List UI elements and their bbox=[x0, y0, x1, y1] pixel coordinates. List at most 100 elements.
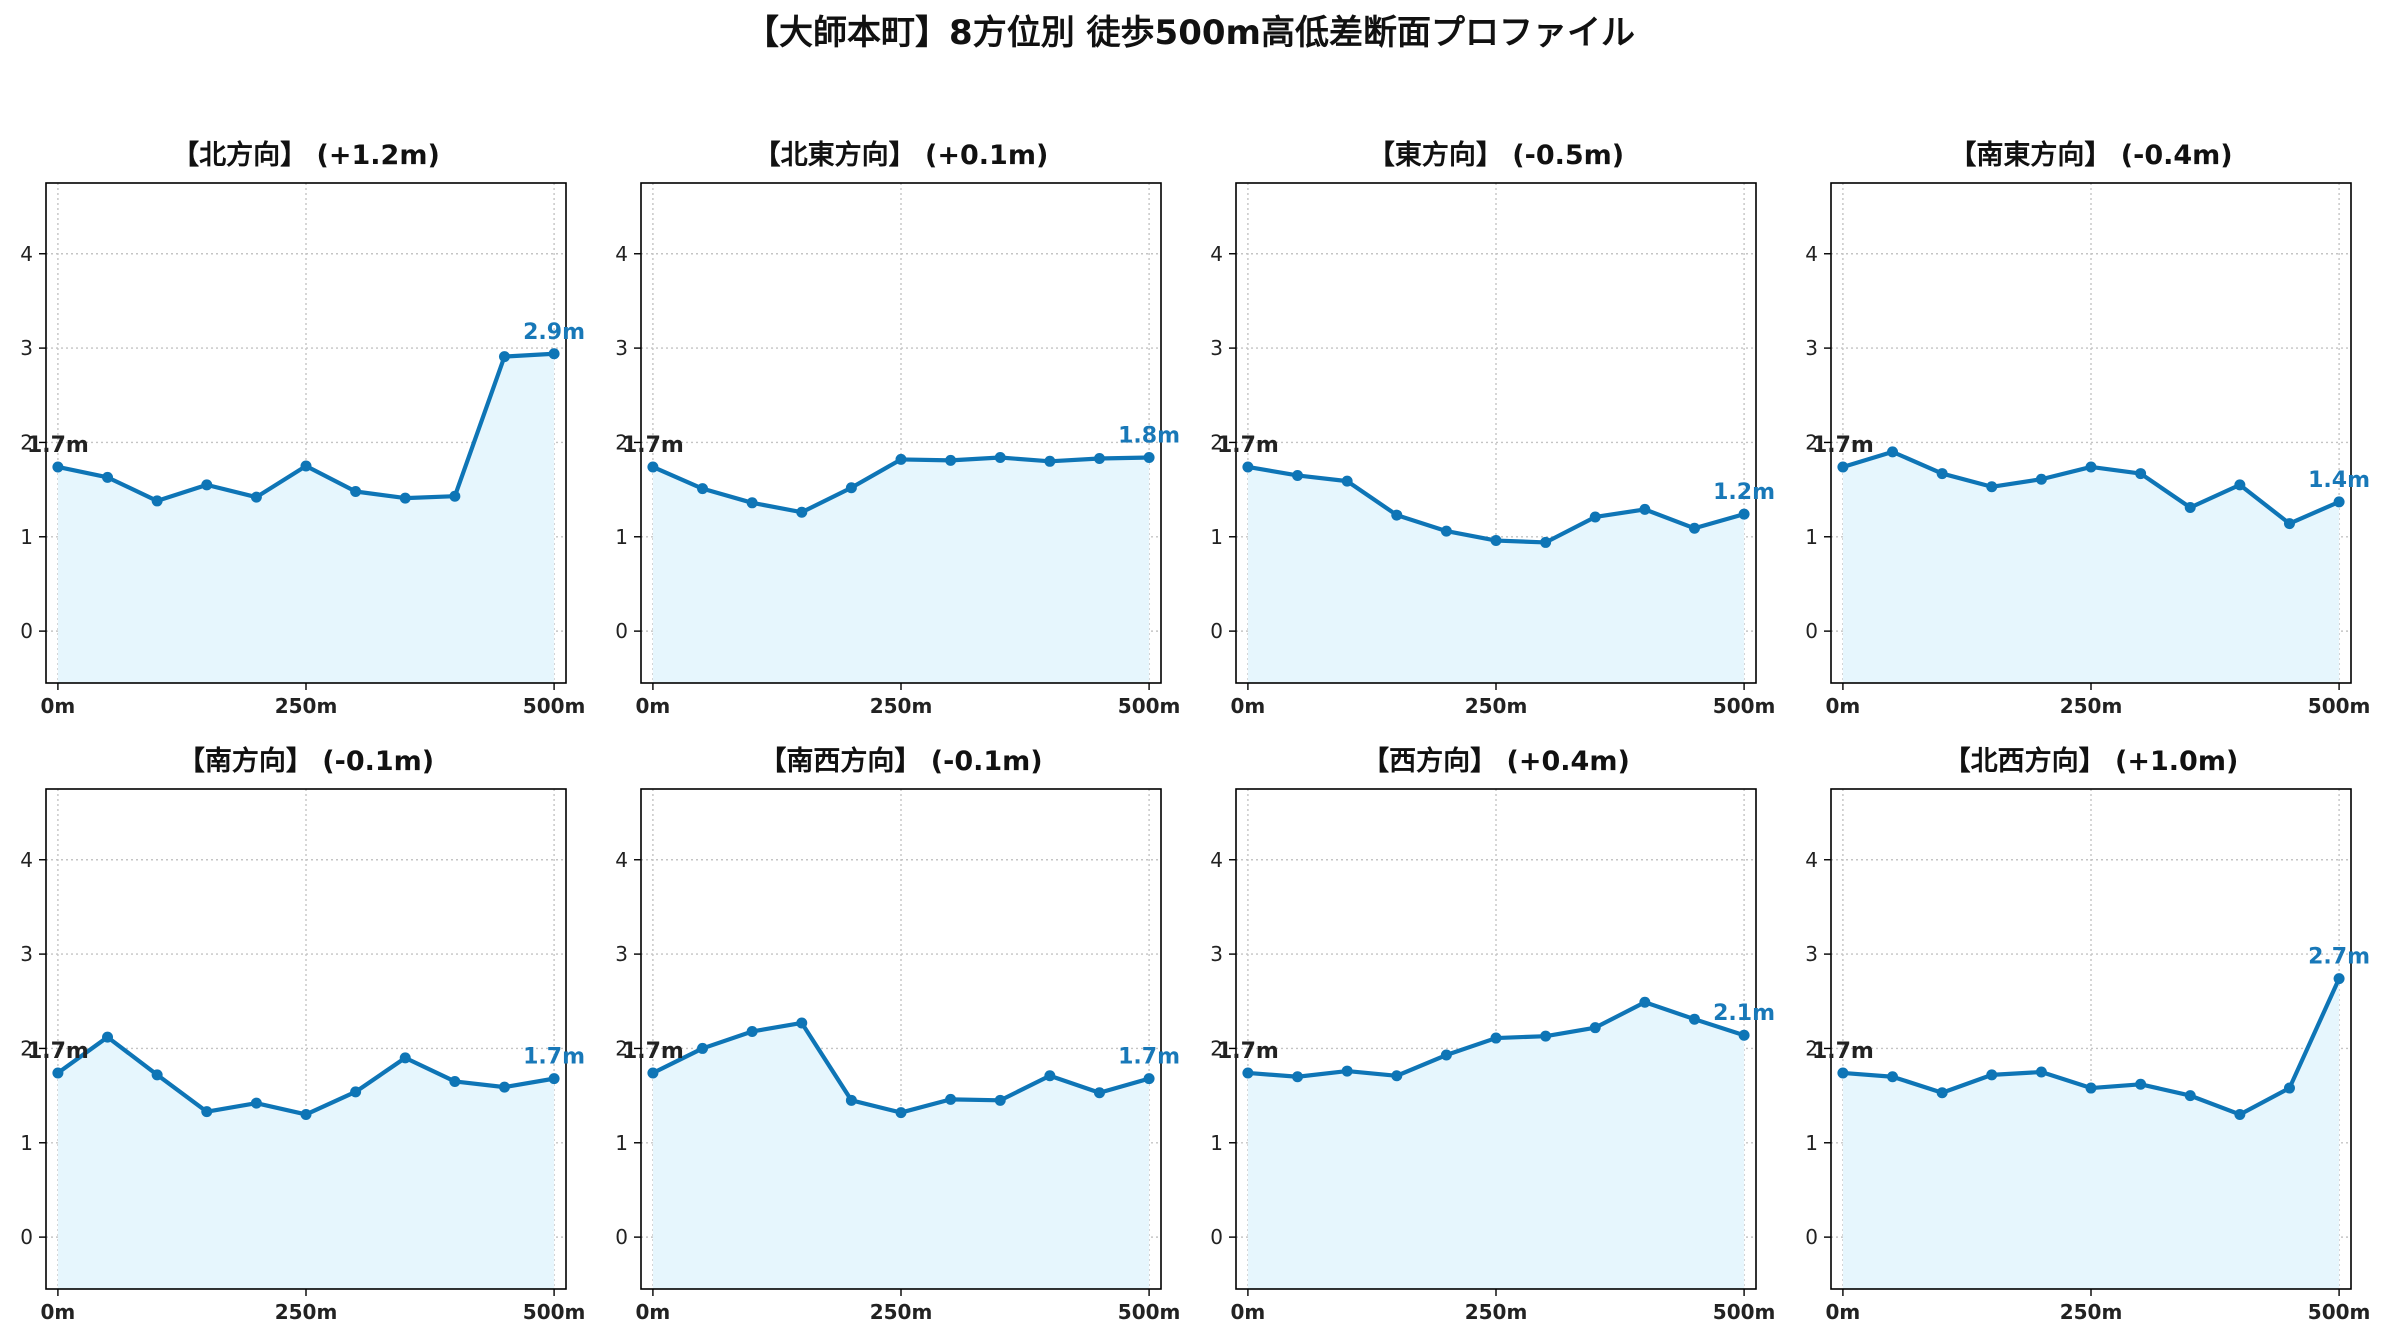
y-tick-label: 3 bbox=[1805, 336, 1818, 360]
y-tick-label: 4 bbox=[615, 848, 628, 872]
elevation-point bbox=[548, 1073, 560, 1085]
x-tick-label: 500m bbox=[2308, 1300, 2371, 1324]
elevation-point bbox=[2135, 468, 2147, 480]
elevation-point bbox=[945, 454, 957, 466]
y-tick-label: 0 bbox=[1210, 1225, 1223, 1249]
elevation-point bbox=[845, 482, 857, 494]
x-tick-label: 500m bbox=[1118, 694, 1181, 718]
elevation-point bbox=[2283, 1082, 2295, 1094]
elevation-point bbox=[2283, 518, 2295, 530]
elevation-point bbox=[1986, 481, 1998, 493]
end-value-label: 1.4m bbox=[2308, 468, 2370, 493]
elevation-point bbox=[1440, 1049, 1452, 1061]
panel-title: 【西方向】 (+0.4m) bbox=[1362, 745, 1630, 777]
elevation-point bbox=[250, 491, 262, 503]
end-value-label: 2.1m bbox=[1713, 1001, 1775, 1026]
elevation-point bbox=[548, 348, 560, 360]
y-tick-label: 4 bbox=[20, 848, 33, 872]
x-tick-label: 250m bbox=[1465, 694, 1528, 718]
elevation-point bbox=[1093, 452, 1105, 464]
elevation-point bbox=[1837, 1067, 1849, 1079]
y-tick-label: 3 bbox=[20, 942, 33, 966]
elevation-point bbox=[2184, 1090, 2196, 1102]
elevation-point bbox=[1044, 455, 1056, 467]
elevation-point bbox=[1341, 475, 1353, 487]
y-tick-label: 1 bbox=[1805, 525, 1818, 549]
x-tick-label: 250m bbox=[275, 694, 338, 718]
elevation-point bbox=[2333, 973, 2345, 985]
start-value-label: 1.7m bbox=[622, 1039, 684, 1064]
end-value-label: 2.9m bbox=[523, 320, 585, 345]
x-tick-label: 250m bbox=[870, 694, 933, 718]
panels: 【北方向】 (+1.2m) 0 1 2 3 4 0m 250m 500m 1.7m 2.9m 【北東方… bbox=[20, 139, 2370, 1324]
elevation-point bbox=[1887, 446, 1899, 458]
elevation-point bbox=[1391, 509, 1403, 521]
elevation-point bbox=[1490, 1032, 1502, 1044]
elevation-point bbox=[1242, 461, 1254, 473]
y-tick-label: 2 bbox=[1210, 1036, 1223, 1060]
end-value-label: 1.8m bbox=[1118, 424, 1180, 449]
panel-title: 【北東方向】 (+0.1m) bbox=[754, 139, 1049, 171]
y-tick-label: 1 bbox=[1805, 1131, 1818, 1155]
elevation-point bbox=[300, 460, 312, 472]
x-tick-label: 250m bbox=[2060, 1300, 2123, 1324]
y-tick-label: 3 bbox=[1805, 942, 1818, 966]
elevation-point bbox=[845, 1094, 857, 1106]
y-tick-label: 1 bbox=[20, 525, 33, 549]
elevation-point bbox=[102, 471, 114, 483]
y-tick-label: 2 bbox=[1805, 430, 1818, 454]
panel-title: 【北方向】 (+1.2m) bbox=[172, 139, 440, 171]
panel-title: 【北西方向】 (+1.0m) bbox=[1944, 745, 2239, 777]
elevation-point bbox=[350, 1086, 362, 1098]
panel-5: 【南西方向】 (-0.1m) 0 1 2 3 4 0m 250m 500m 1.7m 1.7m bbox=[615, 745, 1180, 1324]
elevation-point bbox=[1936, 1087, 1948, 1099]
elevation-point bbox=[1490, 535, 1502, 547]
y-tick-label: 0 bbox=[20, 619, 33, 643]
y-tick-label: 2 bbox=[20, 430, 33, 454]
y-tick-label: 2 bbox=[1805, 1036, 1818, 1060]
elevation-point bbox=[2135, 1078, 2147, 1090]
y-tick-label: 4 bbox=[20, 242, 33, 266]
elevation-point bbox=[1688, 522, 1700, 534]
y-tick-label: 4 bbox=[1805, 848, 1818, 872]
end-value-label: 2.7m bbox=[2308, 945, 2370, 970]
y-tick-label: 2 bbox=[20, 1036, 33, 1060]
elevation-point bbox=[2035, 473, 2047, 485]
panel-title: 【東方向】 (-0.5m) bbox=[1368, 139, 1624, 171]
elevation-area bbox=[57, 353, 555, 683]
elevation-point bbox=[151, 495, 163, 507]
elevation-point bbox=[449, 1075, 461, 1087]
x-tick-label: 250m bbox=[1465, 1300, 1528, 1324]
y-tick-label: 0 bbox=[1805, 619, 1818, 643]
elevation-point bbox=[250, 1097, 262, 1109]
elevation-point bbox=[1143, 1073, 1155, 1085]
elevation-point bbox=[151, 1069, 163, 1081]
elevation-area bbox=[1247, 466, 1745, 683]
x-tick-label: 250m bbox=[870, 1300, 933, 1324]
elevation-point bbox=[895, 1107, 907, 1119]
elevation-point bbox=[498, 351, 510, 363]
x-tick-label: 0m bbox=[636, 1300, 671, 1324]
elevation-point bbox=[498, 1081, 510, 1093]
start-value-label: 1.7m bbox=[27, 1039, 89, 1064]
x-tick-label: 0m bbox=[1231, 694, 1266, 718]
start-value-label: 1.7m bbox=[1812, 1039, 1874, 1064]
end-value-label: 1.2m bbox=[1713, 480, 1775, 505]
elevation-point bbox=[2234, 1108, 2246, 1120]
panel-3: 【南東方向】 (-0.4m) 0 1 2 3 4 0m 250m 500m 1.7m 1.4m bbox=[1805, 139, 2370, 718]
end-value-label: 1.7m bbox=[1118, 1045, 1180, 1070]
y-tick-label: 2 bbox=[615, 1036, 628, 1060]
elevation-point bbox=[2333, 496, 2345, 508]
elevation-point bbox=[945, 1093, 957, 1105]
elevation-point bbox=[1292, 469, 1304, 481]
elevation-point bbox=[796, 506, 808, 518]
elevation-point bbox=[1540, 536, 1552, 548]
elevation-point bbox=[1391, 1070, 1403, 1082]
elevation-point bbox=[449, 490, 461, 502]
x-tick-label: 0m bbox=[41, 1300, 76, 1324]
panel-title: 【南西方向】 (-0.1m) bbox=[759, 745, 1042, 777]
elevation-point bbox=[1143, 452, 1155, 464]
elevation-point bbox=[2035, 1066, 2047, 1078]
elevation-point bbox=[1093, 1087, 1105, 1099]
y-tick-label: 0 bbox=[615, 1225, 628, 1249]
